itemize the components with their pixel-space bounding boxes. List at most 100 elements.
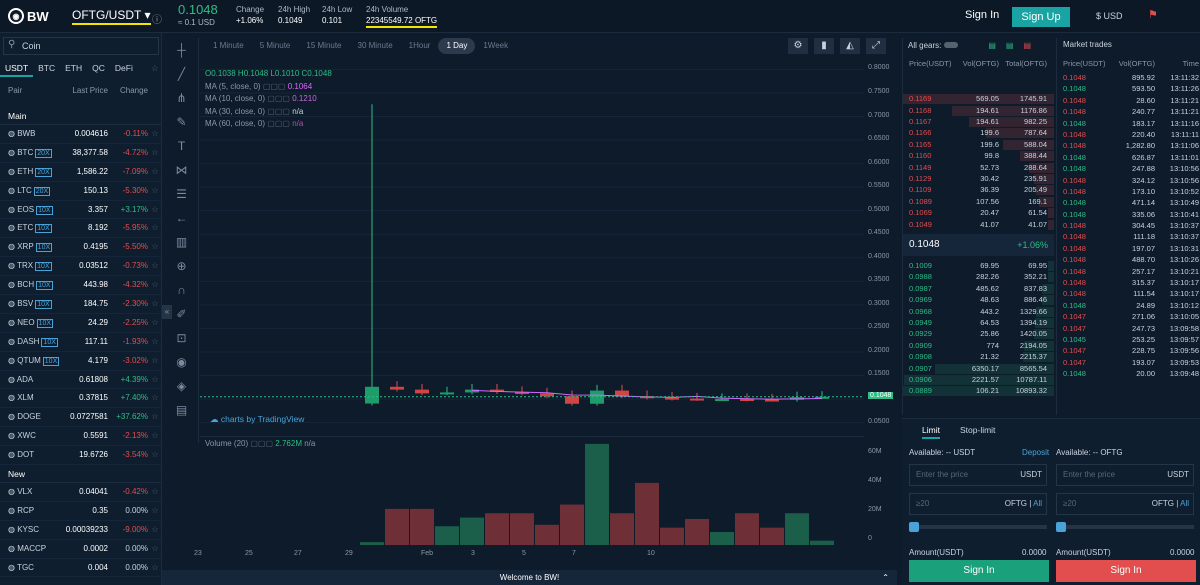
- market-row-bch[interactable]: ◍ BCH 10X 443.98 -4.32% ☆: [0, 276, 162, 296]
- indicators-icon[interactable]: ◭: [840, 38, 860, 54]
- tab-usdt[interactable]: USDT: [0, 61, 34, 77]
- asks-row[interactable]: 0.1089 107.56 169.1: [903, 196, 1054, 207]
- candle-type-icon[interactable]: ▮: [814, 38, 834, 54]
- bids-row[interactable]: 0.0906 2221.57 10787.11: [903, 374, 1054, 385]
- sell-amount-input[interactable]: ≥20 OFTG | All: [1056, 493, 1194, 515]
- lock-icon[interactable]: ⊡: [176, 331, 187, 345]
- market-row-etc[interactable]: ◍ ETC 10X 8.192 -5.95% ☆: [0, 219, 162, 239]
- tab-btc[interactable]: BTC: [38, 63, 56, 73]
- asks-row[interactable]: 0.1149 52.73 288.64: [903, 162, 1054, 173]
- bids-row[interactable]: 0.1009 69.95 69.95: [903, 260, 1054, 271]
- market-row-bwb[interactable]: ◍ BWB 0.004616 -0.11% ☆: [0, 125, 162, 144]
- bids-row[interactable]: 0.0907 6350.17 8565.54: [903, 363, 1054, 374]
- fib-icon[interactable]: ☰: [176, 187, 187, 201]
- language-flag-icon[interactable]: ⚑: [1148, 9, 1158, 21]
- star-icon[interactable]: ☆: [151, 505, 159, 515]
- tab-stop-limit[interactable]: Stop-limit: [960, 425, 996, 435]
- market-row-dash[interactable]: ◍ DASH 10X 117.11 -1.93% ☆: [0, 333, 162, 352]
- sell-slider[interactable]: [1056, 522, 1194, 532]
- asks-row[interactable]: 0.1167 194.61 982.25: [903, 116, 1054, 128]
- measure-icon[interactable]: ▥: [175, 235, 188, 249]
- coin-search-input[interactable]: Coin: [3, 37, 159, 55]
- tradingview-watermark[interactable]: ☁ charts by TradingView: [210, 414, 304, 425]
- buy-price-input[interactable]: Enter the price USDT: [909, 464, 1047, 486]
- star-icon[interactable]: ☆: [151, 355, 159, 365]
- asks-row[interactable]: 0.1069 20.47 61.54: [903, 207, 1054, 219]
- star-icon[interactable]: ☆: [151, 280, 159, 290]
- interval-1h[interactable]: 1Hour: [408, 41, 431, 50]
- market-row-xrp[interactable]: ◍ XRP 10X 0.4195 -5.50% ☆: [0, 238, 162, 258]
- star-icon[interactable]: ☆: [151, 204, 159, 214]
- star-icon[interactable]: ☆: [151, 393, 159, 403]
- layers-icon[interactable]: ◈: [176, 379, 187, 393]
- market-row-kysc[interactable]: ◍ KYSC 0.00039233 -9.00% ☆: [0, 521, 162, 540]
- asks-row[interactable]: 0.1109 36.39 205.49: [903, 184, 1054, 196]
- gears-toggle[interactable]: [944, 42, 959, 48]
- lock-drawing-icon[interactable]: ✐: [176, 307, 187, 321]
- book-bids-icon[interactable]: ▤: [1005, 40, 1014, 50]
- market-row-ltc[interactable]: ◍ LTC 20X 150.13 -5.30% ☆: [0, 182, 162, 201]
- col-change[interactable]: Change: [119, 86, 148, 95]
- market-row-bsv[interactable]: ◍ BSV 10X 184.75 -2.30% ☆: [0, 295, 162, 314]
- star-icon[interactable]: ☆: [151, 374, 159, 384]
- market-row-tgc[interactable]: ◍ TGC 0.004 0.00% ☆: [0, 559, 162, 578]
- trash-icon[interactable]: ▤: [175, 403, 188, 417]
- crosshair-icon[interactable]: ┼: [177, 43, 186, 57]
- buy-all-button[interactable]: All: [1033, 499, 1042, 508]
- favorites-star-icon[interactable]: ☆: [150, 63, 159, 73]
- asks-row[interactable]: 0.1165 199.6 588.04: [903, 139, 1054, 150]
- tab-limit[interactable]: Limit: [922, 425, 940, 439]
- star-icon[interactable]: ☆: [151, 412, 159, 422]
- sell-signin-button[interactable]: Sign In: [1056, 560, 1196, 582]
- sell-slider-handle[interactable]: [1056, 522, 1066, 532]
- market-row-maccp[interactable]: ◍ MACCP 0.0002 0.00% ☆: [0, 540, 162, 559]
- market-row-vlx[interactable]: ◍ VLX 0.04041 -0.42% ☆: [0, 483, 162, 502]
- col-last-price[interactable]: Last Price: [72, 86, 108, 95]
- zoom-icon[interactable]: ⊕: [176, 259, 187, 273]
- star-icon[interactable]: ☆: [151, 147, 159, 157]
- tab-eth[interactable]: ETH: [65, 63, 83, 73]
- star-icon[interactable]: ☆: [151, 299, 159, 309]
- bids-row[interactable]: 0.0909 774 2194.05: [903, 340, 1054, 351]
- brush-icon[interactable]: ✎: [176, 115, 187, 129]
- market-row-qtum[interactable]: ◍ QTUM 10X 4.179 -3.02% ☆: [0, 352, 162, 371]
- star-icon[interactable]: ☆: [151, 166, 159, 176]
- buy-amount-input[interactable]: ≥20 OFTG | All: [909, 493, 1047, 515]
- buy-signin-button[interactable]: Sign In: [909, 560, 1049, 582]
- tab-defi[interactable]: DeFi: [114, 63, 133, 73]
- star-icon[interactable]: ☆: [151, 543, 159, 553]
- collapse-sidebar-icon[interactable]: «: [162, 305, 172, 319]
- bids-row[interactable]: 0.0889 106.21 10893.32: [903, 385, 1054, 397]
- interval-1d[interactable]: 1 Day: [438, 38, 476, 54]
- star-icon[interactable]: ☆: [151, 487, 159, 497]
- chevron-up-icon[interactable]: ⌃: [882, 573, 889, 582]
- bids-row[interactable]: 0.0968 443.2 1329.66: [903, 306, 1054, 317]
- sell-all-button[interactable]: All: [1180, 499, 1189, 508]
- bids-row[interactable]: 0.0908 21.32 2215.37: [903, 351, 1054, 363]
- buy-slider[interactable]: [909, 522, 1047, 532]
- pair-selector[interactable]: OFTG/USDT ▾: [72, 8, 151, 25]
- asks-row[interactable]: 0.1129 30.42 235.91: [903, 173, 1054, 185]
- currency-selector[interactable]: $ USD: [1096, 11, 1123, 21]
- settings-gear-icon[interactable]: ⚙: [788, 38, 808, 54]
- book-asks-icon[interactable]: ▤: [1023, 40, 1032, 50]
- market-row-rcp[interactable]: ◍ RCP 0.35 0.00% ☆: [0, 502, 162, 521]
- signin-link[interactable]: Sign In: [965, 9, 1000, 21]
- interval-30m[interactable]: 30 Minute: [357, 41, 393, 50]
- asks-row[interactable]: 0.1166 199.6 787.64: [903, 127, 1054, 139]
- price-chart[interactable]: [200, 60, 864, 432]
- bids-row[interactable]: 0.0987 485.62 837.83: [903, 283, 1054, 294]
- trendline-icon[interactable]: ╱: [177, 67, 186, 81]
- volume-chart[interactable]: [200, 436, 864, 548]
- star-icon[interactable]: ☆: [151, 129, 159, 138]
- asks-row[interactable]: 0.1169 569.05 1745.91: [903, 93, 1054, 105]
- interval-1m[interactable]: 1 Minute: [213, 41, 244, 50]
- eye-icon[interactable]: ◉: [176, 355, 187, 369]
- magnet-icon[interactable]: ∩: [177, 283, 186, 297]
- text-icon[interactable]: T: [177, 139, 186, 153]
- col-pair[interactable]: Pair: [8, 86, 23, 95]
- fullscreen-icon[interactable]: ⤢: [866, 38, 886, 54]
- signup-button[interactable]: Sign Up: [1012, 7, 1070, 27]
- star-icon[interactable]: ☆: [151, 562, 159, 572]
- market-row-btc[interactable]: ◍ BTC 20X 38,377.58 -4.72% ☆: [0, 144, 162, 163]
